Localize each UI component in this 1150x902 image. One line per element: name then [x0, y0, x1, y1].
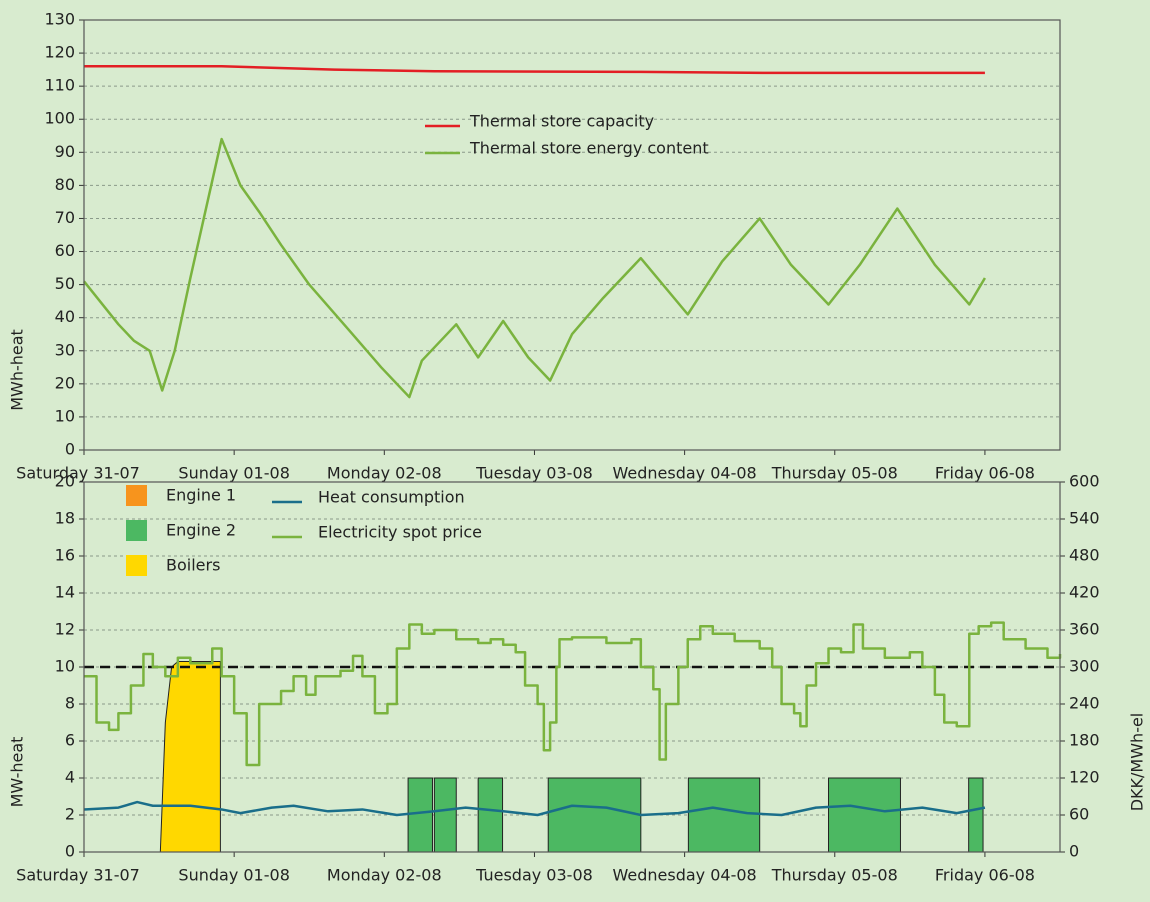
y2-tick-label: 60	[1069, 805, 1089, 824]
x-tick-label: Sunday 01-08	[178, 866, 289, 885]
y2-tick-label: 0	[1069, 842, 1079, 861]
y-tick-label: 50	[55, 274, 75, 293]
x-tick-label: Monday 02-08	[327, 464, 442, 483]
legend-label: Heat consumption	[318, 488, 465, 507]
y-tick-label: 30	[55, 340, 75, 359]
y-tick-label: 130	[44, 10, 75, 29]
x-tick-label: Wednesday 04-08	[613, 464, 757, 483]
plot-frame	[83, 19, 1061, 451]
legend-label: Thermal store energy content	[469, 139, 709, 158]
y-tick-label: 90	[55, 142, 75, 161]
y-tick-label: 40	[55, 307, 75, 326]
y-tick-label: 6	[65, 731, 75, 750]
y-tick-label: 10	[55, 406, 75, 425]
x-tick-label: Wednesday 04-08	[613, 866, 757, 885]
y2-tick-label: 600	[1069, 472, 1100, 491]
line-series	[83, 137, 986, 399]
y2-axis-title: DKK/MWh-el	[1128, 713, 1147, 812]
area-series	[407, 777, 984, 853]
y-axis-title: MW-heat	[8, 737, 27, 808]
x-tick-label: Friday 06-08	[935, 464, 1035, 483]
y-tick-label: 0	[65, 440, 75, 459]
y2-tick-label: 180	[1069, 731, 1100, 750]
x-tick-label: Monday 02-08	[327, 866, 442, 885]
area-series	[159, 660, 221, 853]
y2-tick-label: 420	[1069, 583, 1100, 602]
y2-tick-label: 480	[1069, 546, 1100, 565]
y-tick-label: 14	[55, 583, 75, 602]
y-tick-label: 70	[55, 208, 75, 227]
y-tick-label: 100	[44, 109, 75, 128]
x-tick-label: Tuesday 03-08	[475, 464, 593, 483]
legend-label: Engine 2	[166, 521, 236, 540]
legend-label: Boilers	[166, 556, 220, 575]
y2-tick-label: 300	[1069, 657, 1100, 676]
y-tick-label: 120	[44, 43, 75, 62]
y-tick-label: 12	[55, 620, 75, 639]
legend-label: Thermal store capacity	[469, 112, 654, 131]
x-tick-label: Sunday 01-08	[178, 464, 289, 483]
y-tick-label: 60	[55, 241, 75, 260]
plot-frame	[83, 481, 1061, 853]
x-tick-label: Tuesday 03-08	[475, 866, 593, 885]
line-series	[83, 800, 986, 817]
legend-swatch	[126, 520, 147, 541]
y-tick-label: 18	[55, 509, 75, 528]
y2-tick-label: 240	[1069, 694, 1100, 713]
y-tick-label: 4	[65, 768, 75, 787]
x-tick-label: Friday 06-08	[935, 866, 1035, 885]
y-tick-label: 16	[55, 546, 75, 565]
y2-tick-label: 120	[1069, 768, 1100, 787]
line-series	[84, 621, 1062, 767]
x-tick-label: Saturday 31-07	[16, 464, 140, 483]
x-tick-label: Thursday 05-08	[771, 866, 898, 885]
y2-tick-label: 540	[1069, 509, 1100, 528]
legend-swatch	[126, 555, 147, 576]
legend-label: Electricity spot price	[318, 523, 482, 542]
y-tick-label: 110	[44, 76, 75, 95]
line-series	[84, 65, 985, 75]
y-tick-label: 2	[65, 805, 75, 824]
x-tick-label: Saturday 31-07	[16, 866, 140, 885]
legend-swatch	[126, 485, 147, 506]
y-tick-label: 0	[65, 842, 75, 861]
y2-tick-label: 360	[1069, 620, 1100, 639]
y-axis-title: MWh-heat	[8, 329, 27, 411]
plot-area	[84, 20, 1060, 450]
y-tick-label: 20	[55, 373, 75, 392]
legend-label: Engine 1	[166, 486, 236, 505]
x-tick-label: Thursday 05-08	[771, 464, 898, 483]
y-tick-label: 8	[65, 694, 75, 713]
y-tick-label: 20	[55, 472, 75, 491]
y-tick-label: 10	[55, 657, 75, 676]
y-tick-label: 80	[55, 175, 75, 194]
